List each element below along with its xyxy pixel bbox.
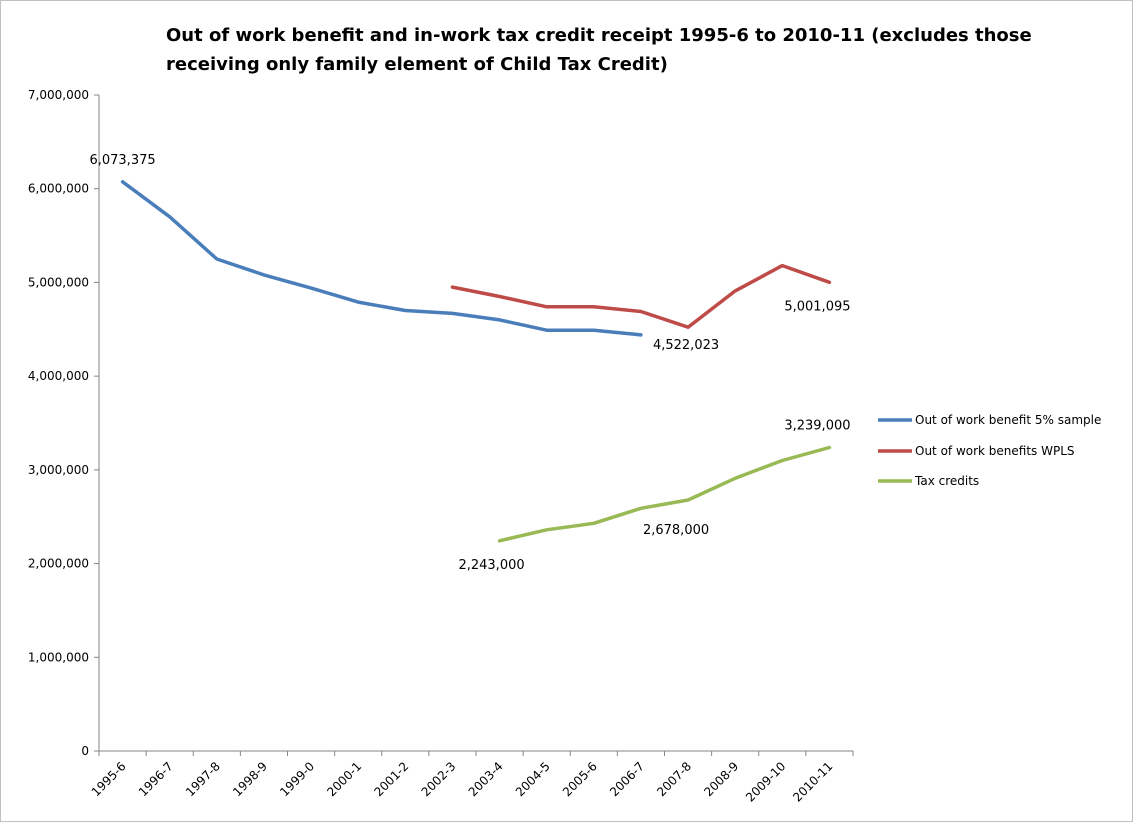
y-tick-label: 6,000,000 <box>28 182 89 196</box>
data-label: 3,239,000 <box>784 418 850 433</box>
legend-entry: Tax credits <box>914 474 979 488</box>
y-tick-label: 2,000,000 <box>28 557 89 571</box>
x-tick-label: 1997-8 <box>183 759 223 799</box>
data-label: 5,001,095 <box>784 299 850 314</box>
series-line-2 <box>450 263 832 329</box>
x-tick-label: 1995-6 <box>89 759 129 799</box>
x-tick-label: 2001-2 <box>371 759 411 799</box>
data-label: 2,243,000 <box>458 558 524 573</box>
legend-entry: Out of work benefit 5% sample <box>915 413 1101 427</box>
x-tick-label: 2005-6 <box>560 759 600 799</box>
legend-entry: Out of work benefits WPLS <box>915 444 1075 458</box>
x-tick-label: 2003-4 <box>466 759 506 799</box>
x-tick-label: 2010-11 <box>790 759 835 804</box>
x-tick-label: 1999-0 <box>277 759 317 799</box>
x-tick-label: 2004-5 <box>513 759 553 799</box>
x-tick-label: 2008-9 <box>701 759 741 799</box>
data-label: 6,073,375 <box>89 153 155 168</box>
chart-title-line-1: Out of work benefit and in-work tax cred… <box>166 25 1032 46</box>
y-tick-label: 5,000,000 <box>28 275 89 289</box>
x-tick-label: 2007-8 <box>654 759 694 799</box>
chart-title-line-2: receiving only family element of Child T… <box>166 54 668 75</box>
x-tick-label: 2000-1 <box>324 759 364 799</box>
series-line-1 <box>120 180 643 337</box>
y-tick-label: 7,000,000 <box>28 88 89 102</box>
chart-title: Out of work benefit and in-work tax cred… <box>166 21 1046 79</box>
x-tick-label: 2009-10 <box>743 759 788 804</box>
x-tick-label: 2002-3 <box>419 759 459 799</box>
y-tick-label: 3,000,000 <box>28 463 89 477</box>
data-label: 2,678,000 <box>643 523 709 538</box>
y-tick-label: 0 <box>81 744 89 758</box>
x-tick-label: 1996-7 <box>136 759 176 799</box>
y-tick-label: 1,000,000 <box>28 650 89 664</box>
x-tick-label: 2006-7 <box>607 759 647 799</box>
x-tick-label: 1998-9 <box>230 759 270 799</box>
y-tick-label: 4,000,000 <box>28 369 89 383</box>
series-line-3 <box>497 445 832 543</box>
data-label: 4,522,023 <box>653 338 719 353</box>
